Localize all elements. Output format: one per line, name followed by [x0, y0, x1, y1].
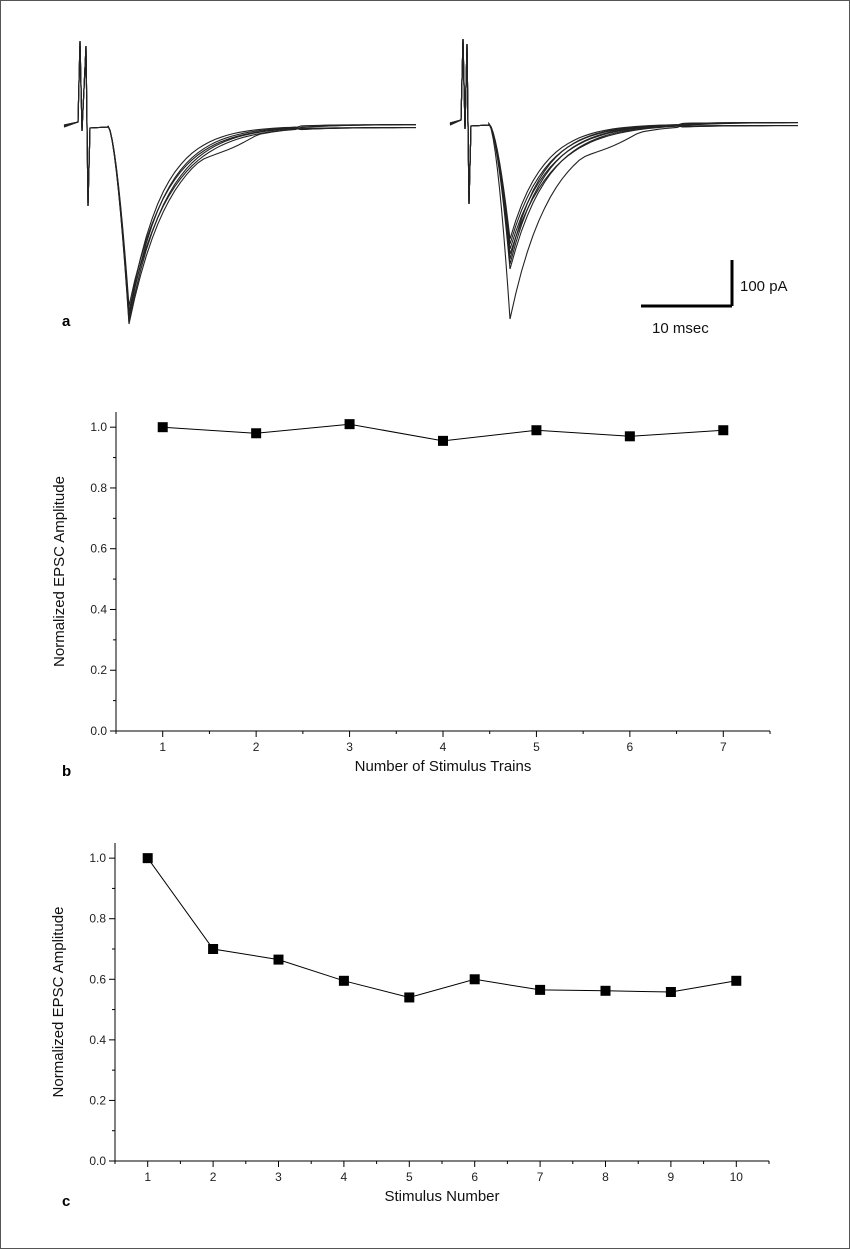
- panel-label-c: c: [62, 1193, 70, 1210]
- data-point: [208, 944, 219, 954]
- data-point: [157, 422, 168, 433]
- series-line: [147, 857, 737, 999]
- epsc-trace: [449, 38, 798, 260]
- y-tick-label: 0.6: [90, 542, 107, 556]
- data-point: [531, 425, 542, 436]
- panel-a-traces: [63, 38, 798, 325]
- epsc-trace: [449, 38, 798, 270]
- chart-c: 0.0 0.2 0.4 0.6 0.8 1.0 1 2 3 4 5 6 7 8 9 10 Stimulus Nu…: [50, 843, 770, 1205]
- epsc-trace: [63, 40, 416, 307]
- data-point: [718, 425, 729, 436]
- x-tick-label: 2: [210, 1170, 217, 1184]
- x-axis-title: Number of Stimulus Trains: [355, 758, 532, 775]
- data-point: [731, 975, 742, 986]
- chart-b: 0.0 0.2 0.4 0.6 0.8 1.0 1 2 3 4 5 6 7 Number of Stimu…: [51, 412, 771, 775]
- y-tick-label: 0.6: [89, 972, 106, 986]
- y-tick-label: 0.8: [90, 481, 107, 495]
- epsc-trace: [63, 40, 416, 315]
- x-tick-label: 1: [159, 740, 166, 754]
- x-tick-label: 5: [406, 1170, 413, 1184]
- scale-bar-current-label: 100 pA: [740, 278, 788, 295]
- y-axis-title: Normalized EPSC Amplitude: [51, 476, 68, 667]
- x-tick-label: 2: [253, 740, 260, 754]
- x-tick-label: 7: [720, 740, 727, 754]
- x-tick-label: 4: [440, 740, 447, 754]
- x-tick-label: 1: [144, 1170, 151, 1184]
- y-axis-title: Normalized EPSC Amplitude: [50, 907, 67, 1098]
- x-tick-label: 6: [627, 740, 634, 754]
- data-point: [251, 428, 262, 439]
- epsc-trace: [449, 38, 798, 240]
- x-tick-label: 3: [275, 1170, 282, 1184]
- x-tick-label: 8: [602, 1170, 609, 1184]
- scale-bar: 100 pA 10 msec: [641, 260, 788, 337]
- scale-bar-time-label: 10 msec: [652, 320, 709, 337]
- x-axis-title: Stimulus Number: [384, 1188, 499, 1205]
- data-point: [535, 984, 546, 995]
- panel-label-b: b: [62, 763, 71, 780]
- data-point: [344, 419, 355, 430]
- x-tick-label: 10: [730, 1170, 744, 1184]
- x-tick-label: 3: [346, 740, 353, 754]
- data-point: [624, 431, 635, 442]
- epsc-trace: [63, 40, 416, 325]
- x-tick-label: 6: [471, 1170, 478, 1184]
- data-point: [469, 974, 480, 985]
- epsc-trace: [63, 40, 416, 323]
- y-tick-label: 1.0: [90, 420, 107, 434]
- x-tick-label: 4: [341, 1170, 348, 1184]
- data-point: [438, 435, 448, 446]
- data-point: [404, 992, 415, 1003]
- data-point: [338, 975, 349, 986]
- epsc-trace: [449, 38, 798, 265]
- epsc-trace: [63, 40, 416, 312]
- y-tick-label: 0.8: [89, 912, 106, 926]
- y-tick-label: 0.0: [90, 724, 107, 738]
- x-tick-label: 5: [533, 740, 540, 754]
- x-tick-label: 9: [668, 1170, 675, 1184]
- y-tick-label: 0.2: [90, 663, 107, 677]
- y-tick-label: 0.4: [89, 1033, 106, 1047]
- panel-label-a: a: [62, 313, 71, 330]
- data-point: [665, 987, 676, 998]
- data-point: [600, 985, 611, 996]
- x-tick-label: 7: [537, 1170, 544, 1184]
- y-tick-label: 0.0: [89, 1154, 106, 1168]
- data-point: [273, 954, 284, 965]
- y-tick-label: 0.2: [89, 1093, 106, 1107]
- y-tick-label: 0.4: [90, 602, 107, 616]
- data-point: [142, 853, 153, 864]
- y-tick-label: 1.0: [89, 851, 106, 865]
